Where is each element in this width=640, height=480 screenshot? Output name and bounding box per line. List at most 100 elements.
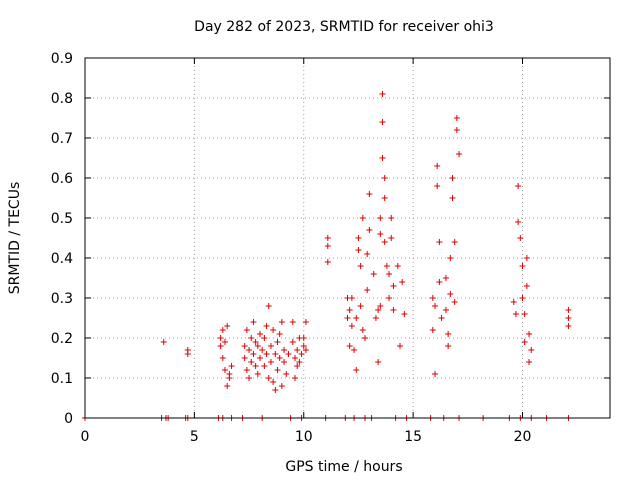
y-tick-label: 0.6 <box>51 171 73 187</box>
data-point <box>278 319 285 325</box>
x-tick-label: 5 <box>190 429 199 445</box>
data-point <box>432 371 438 377</box>
chart-title: Day 282 of 2023, SRMTID for receiver ohi… <box>194 19 494 35</box>
data-point <box>388 215 395 221</box>
data-point <box>447 291 454 297</box>
data-point <box>364 251 371 257</box>
data-point <box>267 359 274 365</box>
data-point <box>519 295 526 301</box>
data-point <box>438 315 445 321</box>
data-point <box>526 359 533 365</box>
data-point <box>429 327 436 333</box>
data-point <box>399 279 406 285</box>
x-tick-label: 10 <box>295 429 313 445</box>
y-tick-label: 0.9 <box>51 51 73 67</box>
data-point <box>346 343 353 349</box>
data-point <box>449 195 456 201</box>
data-point <box>289 319 296 325</box>
y-tick-label: 0.1 <box>51 371 73 387</box>
data-point <box>219 327 226 333</box>
axis-ticks: 0 0.1 0.2 0.3 0.4 0.5 0.6 0.7 0.8 0.9 0 5 10 15 20 <box>51 51 610 445</box>
data-points <box>82 91 572 421</box>
data-point <box>357 303 364 309</box>
data-point <box>449 175 456 181</box>
data-point <box>429 295 436 301</box>
data-point <box>292 375 298 381</box>
data-point <box>224 383 231 389</box>
data-point <box>521 339 528 345</box>
data-point <box>241 343 248 349</box>
data-point <box>386 295 393 301</box>
data-point <box>261 335 268 341</box>
data-point <box>377 303 384 309</box>
data-point <box>296 359 303 365</box>
data-point <box>261 363 268 369</box>
data-point <box>272 387 279 393</box>
data-point <box>401 311 408 317</box>
plot-frame <box>84 57 611 419</box>
data-point <box>379 119 386 125</box>
data-point <box>353 315 360 321</box>
data-point <box>364 287 371 293</box>
data-point <box>243 367 250 373</box>
data-point <box>357 263 364 269</box>
data-point <box>252 363 259 369</box>
data-point <box>270 379 277 385</box>
data-point <box>390 283 397 289</box>
data-point <box>515 183 522 189</box>
y-tick-label: 0.3 <box>51 291 73 307</box>
data-point <box>246 375 253 381</box>
data-point <box>246 347 253 353</box>
data-point <box>355 247 362 253</box>
y-tick-label: 0.7 <box>51 131 73 147</box>
data-point <box>353 367 360 373</box>
data-point <box>217 343 224 349</box>
data-point <box>355 235 362 241</box>
data-point <box>377 231 384 237</box>
data-point <box>294 347 301 353</box>
x-tick-label: 20 <box>514 429 532 445</box>
data-point <box>259 347 266 353</box>
y-tick-label: 0.5 <box>51 211 73 227</box>
data-point <box>565 307 572 313</box>
data-point <box>292 355 298 361</box>
data-point <box>300 343 307 349</box>
data-point <box>248 359 255 365</box>
data-point <box>184 351 191 357</box>
data-point <box>523 255 530 261</box>
data-point <box>348 323 355 329</box>
data-point <box>381 195 388 201</box>
data-point <box>523 283 530 289</box>
data-point <box>394 263 401 269</box>
data-point <box>453 115 460 121</box>
data-point <box>281 347 288 353</box>
y-tick-label: 0 <box>64 411 73 427</box>
data-point <box>366 227 373 233</box>
data-point <box>453 127 460 133</box>
data-point <box>265 375 272 381</box>
y-tick-label: 0.8 <box>51 91 73 107</box>
data-point <box>217 335 224 341</box>
data-point <box>390 307 397 313</box>
data-point <box>278 383 285 389</box>
data-point <box>375 359 382 365</box>
data-point <box>432 303 438 309</box>
data-point <box>515 219 522 225</box>
y-axis-label: SRMTID / TECUs <box>7 182 23 295</box>
data-point <box>160 339 167 345</box>
data-point <box>366 191 373 197</box>
x-tick-label: 0 <box>81 429 90 445</box>
data-point <box>381 175 388 181</box>
data-point <box>456 151 463 157</box>
data-point <box>274 367 281 373</box>
data-point <box>445 343 452 349</box>
y-tick-label: 0.4 <box>51 251 73 267</box>
data-point <box>283 371 290 377</box>
data-point <box>397 343 403 349</box>
data-point <box>436 239 443 245</box>
data-point <box>359 215 366 221</box>
data-point <box>254 371 261 377</box>
data-point <box>436 279 443 285</box>
data-point <box>250 319 257 325</box>
data-point <box>346 307 353 313</box>
